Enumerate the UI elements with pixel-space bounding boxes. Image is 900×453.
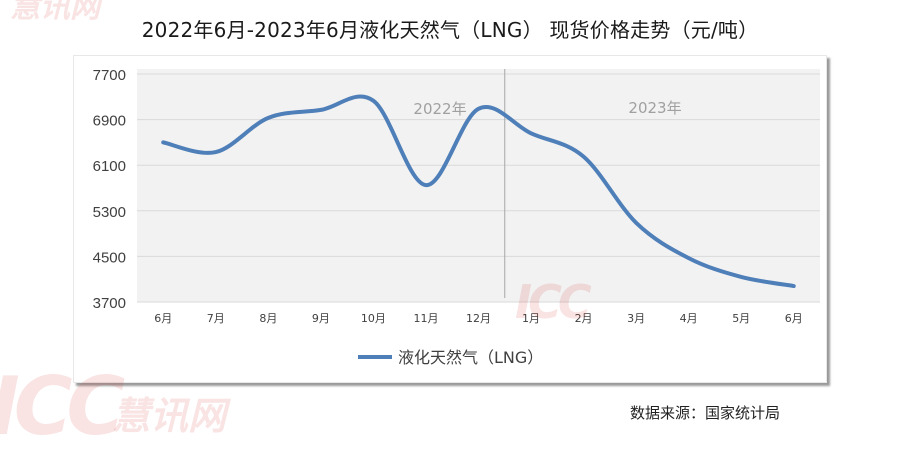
data-source: 数据来源：国家统计局 <box>630 404 781 422</box>
legend-label: 液化天然气（LNG） <box>398 348 543 367</box>
x-tick-label: 7月 <box>207 312 225 325</box>
line-chart: 7700 6900 6100 5300 4500 3700 6月 7月 8月 9月 10月 11月 1… <box>93 67 820 367</box>
x-tick-label: 3月 <box>627 312 645 325</box>
plot-area <box>137 69 820 302</box>
lng-price-line <box>161 94 796 289</box>
x-axis-labels: 6月 7月 8月 9月 10月 11月 12月 1月 2月 3月 4月 5月 6月 <box>154 312 802 325</box>
gridlines <box>137 73 820 303</box>
x-tick-label: 6月 <box>785 312 803 325</box>
y-tick-label: 4500 <box>93 249 126 266</box>
x-tick-label: 4月 <box>680 312 698 325</box>
x-tick-label: 12月 <box>466 312 491 325</box>
x-tick-label: 9月 <box>312 312 330 325</box>
y-tick-label: 6100 <box>93 158 126 175</box>
y-tick-label: 7700 <box>93 67 126 84</box>
y-axis-labels: 7700 6900 6100 5300 4500 3700 <box>93 67 126 312</box>
y-tick-label: 6900 <box>93 113 126 130</box>
x-tick-label: 6月 <box>154 312 172 325</box>
x-tick-label: 11月 <box>413 312 438 325</box>
year-label-2022: 2022年 <box>413 100 466 118</box>
y-tick-label: 5300 <box>93 204 126 221</box>
chart-title: 2022年6月-2023年6月液化天然气（LNG） 现货价格走势（元/吨） <box>141 18 759 42</box>
x-tick-label: 10月 <box>361 312 386 325</box>
x-tick-label: 8月 <box>259 312 277 325</box>
x-tick-label: 1月 <box>522 312 540 325</box>
year-label-2023: 2023年 <box>628 99 681 117</box>
y-tick-label: 3700 <box>93 295 126 312</box>
legend: 液化天然气（LNG） <box>358 348 543 367</box>
x-tick-label: 5月 <box>732 312 750 325</box>
x-tick-label: 2月 <box>575 312 593 325</box>
